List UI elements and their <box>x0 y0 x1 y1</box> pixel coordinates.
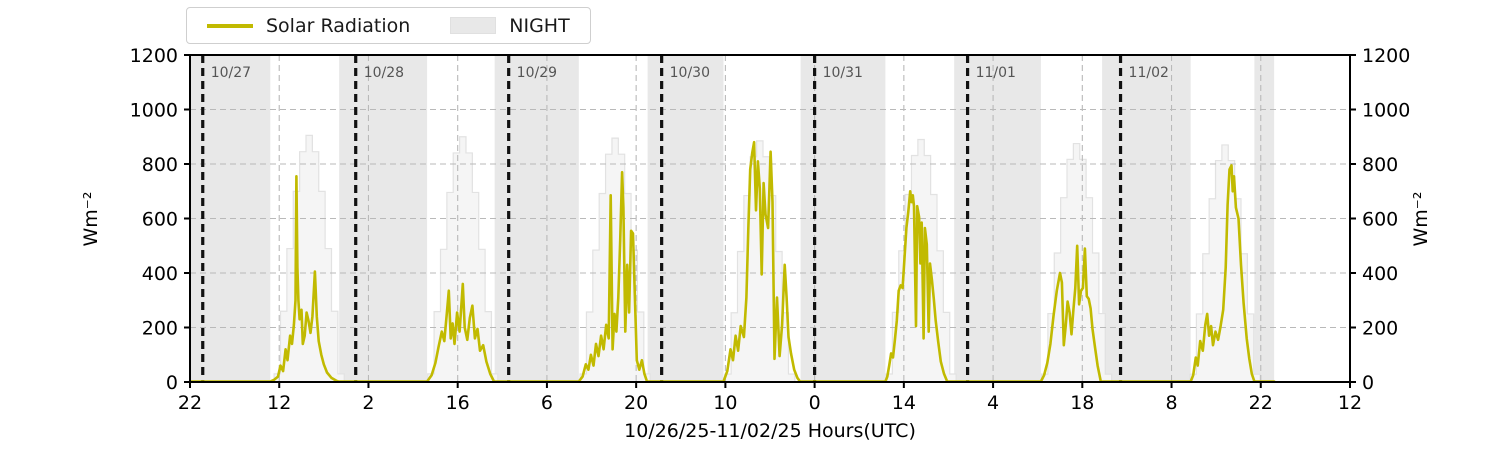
x-tick-label: 12 <box>267 392 291 414</box>
y-tick-label-left: 600 <box>142 209 178 231</box>
day-label: 10/28 <box>364 65 404 81</box>
x-tick-label: 22 <box>1249 392 1273 414</box>
x-tick-label: 0 <box>809 392 821 414</box>
day-label: 10/27 <box>211 65 251 81</box>
y-tick-label-left: 0 <box>166 372 178 394</box>
chart-legend: Solar Radiation NIGHT <box>186 7 591 44</box>
clear-sky-envelope <box>579 137 651 383</box>
x-tick-label: 12 <box>1338 392 1362 414</box>
x-tick-label: 20 <box>624 392 648 414</box>
solar-radiation-line-layer <box>188 140 1276 383</box>
y-tick-label-left: 400 <box>142 263 178 285</box>
y-tick-label-right: 400 <box>1362 263 1398 285</box>
x-tick-label: 18 <box>1070 392 1094 414</box>
solar-radiation-line <box>188 140 1276 383</box>
day-label: 11/01 <box>976 65 1016 81</box>
day-label: 10/31 <box>823 65 863 81</box>
x-tick-label: 10 <box>713 392 737 414</box>
y-tick-label-right: 1000 <box>1362 100 1410 122</box>
legend-label-solar-radiation: Solar Radiation <box>266 14 411 37</box>
y-tick-label-left: 800 <box>142 154 178 176</box>
day-label: 10/29 <box>517 65 557 81</box>
y-tick-label-left: 1200 <box>130 45 178 67</box>
x-tick-label: 16 <box>446 392 470 414</box>
x-tick-label: 22 <box>178 392 202 414</box>
clear-sky-envelope <box>273 134 345 383</box>
night-patch-swatch <box>450 17 497 34</box>
x-tick-label: 2 <box>362 392 374 414</box>
y-tick-label-right: 1200 <box>1362 45 1410 67</box>
day-markers-layer: 10/27 10/28 10/29 10/30 10/31 11/01 11/02 <box>201 55 1169 382</box>
solar-radiation-line-swatch <box>207 23 253 28</box>
day-label: 10/30 <box>670 65 710 81</box>
x-tick-label: 14 <box>892 392 916 414</box>
y-tick-label-left: 200 <box>142 318 178 340</box>
y-axis-label-left: Wm⁻² <box>80 192 102 247</box>
y-tick-label-left: 1000 <box>130 100 178 122</box>
legend-item-night: NIGHT <box>450 14 570 37</box>
x-tick-label: 6 <box>541 392 553 414</box>
x-tick-label: 8 <box>1165 392 1177 414</box>
x-tick-label: 4 <box>987 392 999 414</box>
y-tick-label-right: 0 <box>1362 372 1374 394</box>
y-tick-label-right: 600 <box>1362 209 1398 231</box>
legend-item-solar-radiation: Solar Radiation <box>207 15 410 37</box>
legend-label-night: NIGHT <box>509 14 570 37</box>
x-axis-label: 10/26/25-11/02/25 Hours(UTC) <box>624 420 916 442</box>
y-axis-label-right: Wm⁻² <box>1410 192 1432 247</box>
day-label: 11/02 <box>1129 65 1169 81</box>
y-tick-label-right: 200 <box>1362 318 1398 340</box>
y-tick-label-right: 800 <box>1362 154 1398 176</box>
